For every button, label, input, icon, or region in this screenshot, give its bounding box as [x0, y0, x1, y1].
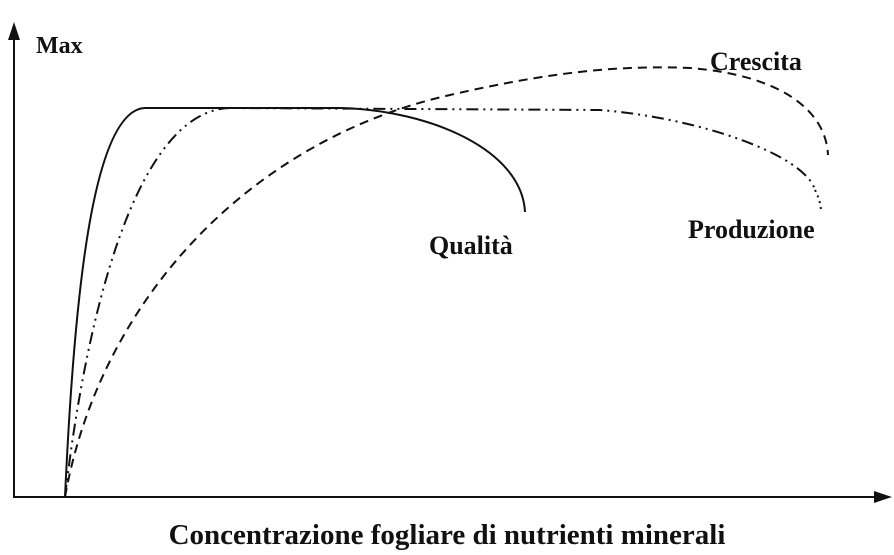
curve-crescita — [64, 66, 829, 498]
y-axis-label: Max — [36, 33, 83, 59]
x-axis-arrow — [874, 491, 892, 503]
x-axis-label: Concentrazione fogliare di nutrienti min… — [169, 519, 726, 551]
curve-label: Qualità — [429, 231, 513, 260]
curve-label: Crescita — [710, 47, 802, 76]
y-axis-arrow — [8, 22, 20, 40]
curve-qualita — [64, 107, 526, 498]
curve-produzione — [64, 106, 816, 498]
curve-produzione-end — [814, 189, 822, 213]
curve-label: Produzione — [688, 215, 815, 244]
